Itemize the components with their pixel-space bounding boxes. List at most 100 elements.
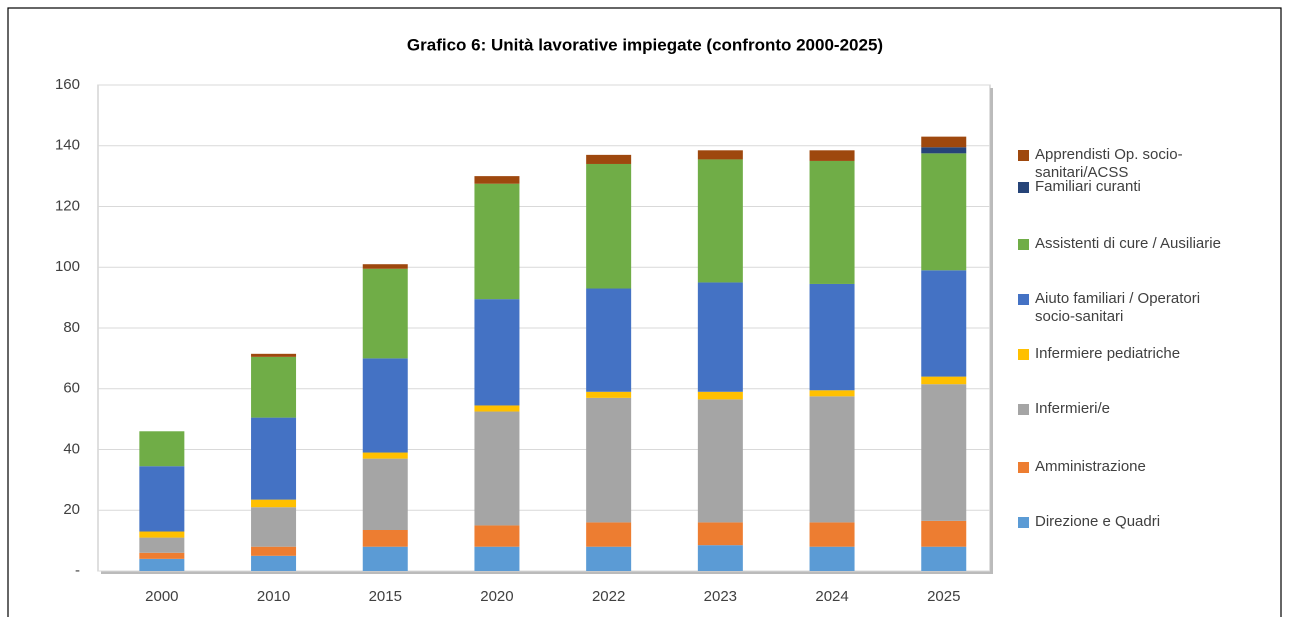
bar-segment [921, 520, 967, 547]
y-tick-label: 80 [63, 319, 80, 336]
bar-segment [251, 555, 297, 571]
bar-segment [251, 546, 297, 556]
bar-segment [809, 396, 855, 523]
bar-segment [139, 552, 185, 559]
bar-segment [139, 531, 185, 538]
bar-segment [474, 546, 520, 571]
legend-swatch [1018, 150, 1029, 161]
bar-segment [251, 507, 297, 547]
bar-segment [586, 154, 632, 164]
bar-segment [474, 183, 520, 300]
bar-segment [921, 384, 967, 521]
bar-segment [697, 399, 743, 523]
bar-segment [474, 299, 520, 406]
bar-segment [921, 376, 967, 385]
legend-item: Infermiere pediatriche [1018, 345, 1205, 363]
legend-label: Familiari curanti [1035, 178, 1141, 195]
bar-segment [362, 458, 408, 530]
bar-segment [586, 163, 632, 289]
bar-segment [474, 176, 520, 184]
bar-segment [697, 545, 743, 571]
bar-segment [586, 397, 632, 523]
legend-item: Apprendisti Op. socio-sanitari/ACSS [1018, 146, 1205, 182]
bar-segment [362, 546, 408, 571]
bar-segment [921, 546, 967, 571]
legend-swatch [1018, 517, 1029, 528]
legend-swatch [1018, 462, 1029, 473]
legend-swatch [1018, 404, 1029, 415]
bar-segment [921, 147, 967, 154]
x-tick-label: 2022 [592, 588, 625, 605]
x-tick-label: 2015 [369, 588, 402, 605]
legend-swatch [1018, 182, 1029, 193]
x-tick-label: 2020 [480, 588, 513, 605]
bar-segment [809, 546, 855, 571]
legend-label: Amministrazione [1035, 458, 1146, 475]
legend-swatch [1018, 239, 1029, 250]
bar-segment [921, 136, 967, 148]
bar-segment [139, 431, 185, 467]
y-tick-label: 120 [55, 197, 80, 214]
legend-item: Infermieri/e [1018, 400, 1205, 418]
legend-label: Apprendisti Op. socio-sanitari/ACSS [1035, 146, 1183, 181]
bar-segment [251, 499, 297, 508]
bar-segment [697, 391, 743, 400]
legend-item: Amministrazione [1018, 458, 1205, 476]
chart-frame [7, 7, 1282, 622]
y-tick-label: 100 [55, 258, 80, 275]
bar-segment [697, 150, 743, 160]
bar-segment [139, 466, 185, 532]
bar-segment [921, 153, 967, 271]
bar-segment [921, 270, 967, 377]
y-tick-label: 40 [63, 440, 80, 457]
bar-segment [586, 391, 632, 398]
bar-segment [809, 160, 855, 284]
bar-segment [362, 358, 408, 453]
y-tick-label: 20 [63, 501, 80, 518]
y-tick-label: 160 [55, 76, 80, 93]
x-tick-label: 2024 [815, 588, 848, 605]
bar-segment [474, 525, 520, 547]
bar-segment [586, 546, 632, 571]
bar-segment [139, 558, 185, 571]
y-tick-label: 60 [63, 380, 80, 397]
legend-item: Direzione e Quadri [1018, 513, 1205, 531]
legend-item: Assistenti di cure / Ausiliarie [1018, 235, 1221, 253]
bar-segment [251, 353, 297, 357]
bar-segment [362, 529, 408, 547]
x-tick-label: 2023 [704, 588, 737, 605]
bar-segment [697, 522, 743, 546]
bar-segment [251, 356, 297, 418]
bar-segment [362, 452, 408, 459]
legend-item: Familiari curanti [1018, 178, 1205, 196]
chart-title: Grafico 6: Unità lavorative impiegate (c… [407, 35, 883, 54]
legend-swatch [1018, 349, 1029, 360]
bar-segment [809, 283, 855, 391]
bar-segment [697, 159, 743, 283]
bar-segment [809, 522, 855, 547]
legend-label: Assistenti di cure / Ausiliarie [1035, 235, 1221, 252]
legend-label: Direzione e Quadri [1035, 513, 1161, 530]
bar-segment [809, 150, 855, 161]
legend-label: Aiuto familiari / Operatori socio-sanita… [1035, 290, 1201, 325]
bar-segment [809, 390, 855, 397]
bar-segment [139, 537, 185, 553]
legend-label: Infermiere pediatriche [1035, 345, 1181, 362]
y-tick-label: - [75, 562, 80, 579]
y-tick-label: 140 [55, 137, 80, 154]
bar-segment [362, 268, 408, 359]
bar-segment [474, 411, 520, 526]
bar-segment [474, 405, 520, 412]
x-tick-label: 2025 [927, 588, 960, 605]
x-tick-label: 2010 [257, 588, 290, 605]
bar-segment [586, 288, 632, 392]
x-tick-label: 2000 [145, 588, 178, 605]
bar-segment [697, 282, 743, 392]
bar-segment [251, 417, 297, 500]
bar-segment [362, 264, 408, 269]
legend-item: Aiuto familiari / Operatori socio-sanita… [1018, 290, 1205, 326]
bar-segment [586, 522, 632, 547]
legend-label: Infermieri/e [1035, 400, 1111, 417]
